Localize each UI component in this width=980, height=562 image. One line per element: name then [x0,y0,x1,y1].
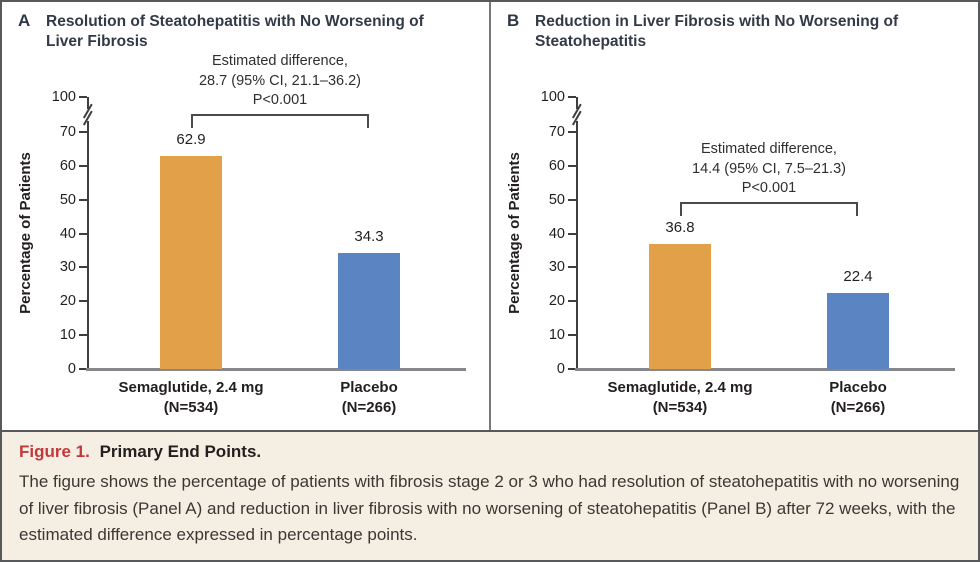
y-tick [568,232,576,235]
estimated-difference-annotation: Estimated difference, 28.7 (95% CI, 21.1–… [130,52,430,111]
panel-b-title: Reduction in Liver Fibrosis with No Wors… [535,13,899,50]
panel-a-title: Resolution of Steatohepatitis with No Wo… [46,13,424,50]
x-category-label-semaglutide: Semaglutide, 2.4 mg (N=534) [575,378,785,418]
x-category-label-line: Semaglutide, 2.4 mg [607,379,753,396]
x-category-label-line: (N=266) [341,399,397,416]
y-tick [568,266,576,269]
y-tick [568,300,576,303]
y-tick-label: 70 [59,123,76,140]
y-tick [79,96,87,98]
y-tick-label: 40 [59,225,76,242]
y-tick [568,368,576,370]
bar-value-label-placebo: 22.4 [843,268,873,286]
bar-value-label-semaglutide: 62.9 [176,131,206,149]
x-category-label-placebo: Placebo (N=266) [264,378,474,418]
y-tick [568,96,576,98]
y-tick [568,164,576,167]
x-axis-line [575,367,955,371]
x-category-label-line: (N=534) [652,399,708,416]
y-tick-label: 30 [548,259,565,276]
chart-row: A Resolution of Steatohepatitis with No W… [2,2,978,430]
x-category-label-semaglutide: Semaglutide, 2.4 mg (N=534) [86,378,296,418]
y-tick-label: 20 [59,293,76,310]
x-axis-line [86,367,466,371]
y-tick-label: 60 [59,157,76,174]
y-tick [79,266,87,269]
y-tick [79,130,87,133]
y-tick [79,198,87,201]
y-tick-label: 40 [548,225,565,242]
x-category-label-line: (N=266) [830,399,886,416]
bar-value-label-placebo: 34.3 [354,227,384,245]
bar-semaglutide [649,244,711,369]
y-tick-label: 10 [548,327,565,344]
y-tick-label: 100 [51,89,76,105]
y-tick [568,130,576,133]
y-tick [79,164,87,167]
y-tick [79,334,87,337]
y-tick-label: 0 [556,361,565,377]
bar-semaglutide [160,156,222,369]
bar-value-label-semaglutide: 36.8 [665,219,695,237]
bar-placebo [338,252,400,369]
y-tick-label: 0 [67,361,76,377]
y-tick [568,334,576,337]
comparison-bracket-tick [856,202,858,217]
y-tick [79,368,87,370]
y-axis-line [576,97,578,371]
panel-a-label: A [18,11,31,30]
comparison-bracket-tick [191,114,193,129]
panel-divider [489,2,491,430]
figure-caption: Figure 1. Primary End Points. The figure… [2,430,978,560]
y-axis-title: Percentage of Patients [506,152,523,314]
y-tick-label: 60 [548,157,565,174]
y-axis-line [87,97,89,371]
annotation-line: P<0.001 [741,180,797,197]
annotation-line: 28.7 (95% CI, 21.1–36.2) [198,72,362,89]
caption-heading: Figure 1. Primary End Points. [19,442,961,462]
y-tick [568,198,576,201]
panel-b: B Reduction in Liver Fibrosis with No Wor… [491,2,978,430]
panel-b-label: B [507,11,520,30]
y-tick-label: 50 [59,191,76,208]
panel-a: A Resolution of Steatohepatitis with No W… [2,2,489,430]
bar-placebo [827,293,889,369]
annotation-line: P<0.001 [252,92,308,109]
x-category-label-line: Placebo [829,379,887,396]
x-category-label-placebo: Placebo (N=266) [753,378,963,418]
y-tick [79,300,87,303]
x-category-label-line: Placebo [340,379,398,396]
y-tick-label: 100 [540,89,565,105]
estimated-difference-annotation: Estimated difference, 14.4 (95% CI, 7.5–2… [619,140,919,199]
y-axis-title: Percentage of Patients [17,152,34,314]
x-category-label-line: Semaglutide, 2.4 mg [118,379,264,396]
comparison-bracket-tick [680,202,682,217]
comparison-bracket [191,114,369,117]
comparison-bracket-tick [367,114,369,129]
annotation-line: Estimated difference, [212,53,348,70]
annotation-line: 14.4 (95% CI, 7.5–21.3) [692,160,846,177]
y-tick-label: 50 [548,191,565,208]
figure-title: Primary End Points. [99,442,262,461]
comparison-bracket [680,202,858,205]
y-tick [79,232,87,235]
y-tick-label: 10 [59,327,76,344]
annotation-line: Estimated difference, [701,141,837,158]
y-tick-label: 70 [548,123,565,140]
figure-number-label: Figure 1. [19,442,90,461]
x-category-label-line: (N=534) [163,399,219,416]
y-tick-label: 30 [59,259,76,276]
caption-body-text: The figure shows the percentage of patie… [19,472,960,545]
y-tick-label: 20 [548,293,565,310]
